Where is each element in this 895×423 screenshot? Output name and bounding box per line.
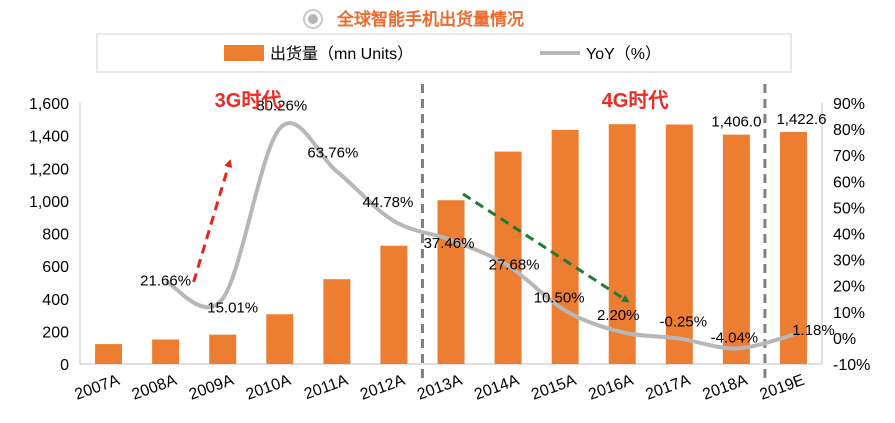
left-tick-label: 200 (42, 324, 69, 341)
bar-2015A (551, 129, 579, 364)
line-series (164, 121, 794, 351)
legend-label-line: YoY（%） (586, 45, 661, 63)
left-tick-label: 400 (42, 292, 69, 309)
bar-2013A (437, 200, 465, 364)
bar-2011A (323, 279, 351, 364)
yoy-label-2008A: 21.66% (140, 272, 191, 289)
annotations: 3G时代 4G时代 (192, 89, 669, 303)
down-trend-arrow (462, 192, 630, 303)
yoy-label-2015A: 10.50% (534, 289, 585, 306)
chart-title: 全球智能手机出货量情况 (336, 9, 524, 29)
era-dividers (420, 84, 767, 378)
bar-label-2018A: 1,406.0 (711, 114, 761, 131)
left-tick-label: 1,200 (29, 161, 69, 178)
left-tick-label: 1,600 (29, 96, 69, 113)
x-tick-label: 2015A (529, 372, 579, 404)
yoy-label-2018A: -4.04% (711, 329, 759, 346)
right-tick-label: 10% (833, 305, 865, 322)
yoy-label-2014A: 27.68% (489, 257, 540, 274)
x-tick-label: 2007A (73, 372, 123, 404)
right-tick-label: 50% (833, 200, 865, 217)
left-tick-label: 0 (60, 357, 69, 374)
left-tick-label: 1,400 (29, 129, 69, 146)
bar-2019E (779, 131, 807, 364)
yoy-label-2013A: 37.46% (424, 235, 475, 252)
legend-swatch-bar (224, 45, 264, 61)
right-tick-label: 80% (833, 122, 865, 139)
yoy-label-2017A: -0.25% (660, 314, 708, 331)
right-tick-label: 40% (833, 227, 865, 244)
right-tick-label: 60% (833, 174, 865, 191)
era-3g-label: 3G时代 (215, 89, 282, 112)
bar-2016A (608, 124, 636, 364)
right-tick-label: 20% (833, 279, 865, 296)
bar-2012A (380, 245, 408, 364)
era-4g-label: 4G时代 (602, 89, 669, 112)
bar-2008A (152, 339, 180, 364)
yoy-label-2010A: 80.26% (256, 97, 307, 114)
yoy-label-2019E: 1.18% (792, 322, 835, 339)
up-trend-arrow (192, 159, 233, 283)
chart-header: 全球智能手机出货量情况 (303, 9, 524, 29)
x-tick-label: 2009A (187, 372, 237, 404)
yoy-line (164, 121, 794, 351)
bar-2010A (266, 314, 294, 364)
x-tick-label: 2017A (643, 372, 693, 404)
x-tick-label: 2018A (700, 372, 750, 404)
legend-label-bar: 出货量（mn Units） (270, 45, 413, 63)
left-tick-label: 1,000 (29, 194, 69, 211)
right-tick-label: 0% (833, 331, 856, 348)
right-tick-label: 90% (833, 96, 865, 113)
right-tick-label: 30% (833, 253, 865, 270)
bar-series (95, 124, 807, 364)
bar-2014A (494, 151, 522, 364)
bar-2007A (95, 344, 123, 364)
x-tick-label: 2008A (130, 372, 180, 404)
yoy-label-2009A: 15.01% (207, 300, 258, 317)
bar-2017A (665, 124, 693, 364)
x-tick-label: 2011A (302, 372, 350, 404)
yoy-label-2011A: 63.76% (307, 144, 358, 161)
target-circle-icon (303, 9, 323, 29)
right-tick-label: 70% (833, 148, 865, 165)
x-tick-label: 2016A (586, 372, 636, 404)
left-tick-label: 800 (42, 227, 69, 244)
bar-2009A (209, 334, 237, 364)
yoy-label-2016A: 2.20% (597, 307, 640, 324)
x-tick-label: 2012A (358, 372, 408, 404)
legend-box (96, 33, 792, 73)
x-tick-label: 2010A (244, 372, 294, 404)
yoy-label-2012A: 44.78% (362, 194, 413, 211)
data-labels: 21.66% 15.01% 80.26% 63.76% 44.78% 37.46% 27.6… (140, 97, 835, 346)
right-tick-label: -10% (833, 357, 870, 374)
left-tick-label: 600 (42, 259, 69, 276)
legend: 出货量（mn Units） YoY（%） (96, 33, 792, 73)
x-tick-label: 2014A (472, 372, 522, 404)
bar-label-2019E: 1,422.6 (776, 111, 826, 128)
bar-2018A (722, 134, 750, 364)
